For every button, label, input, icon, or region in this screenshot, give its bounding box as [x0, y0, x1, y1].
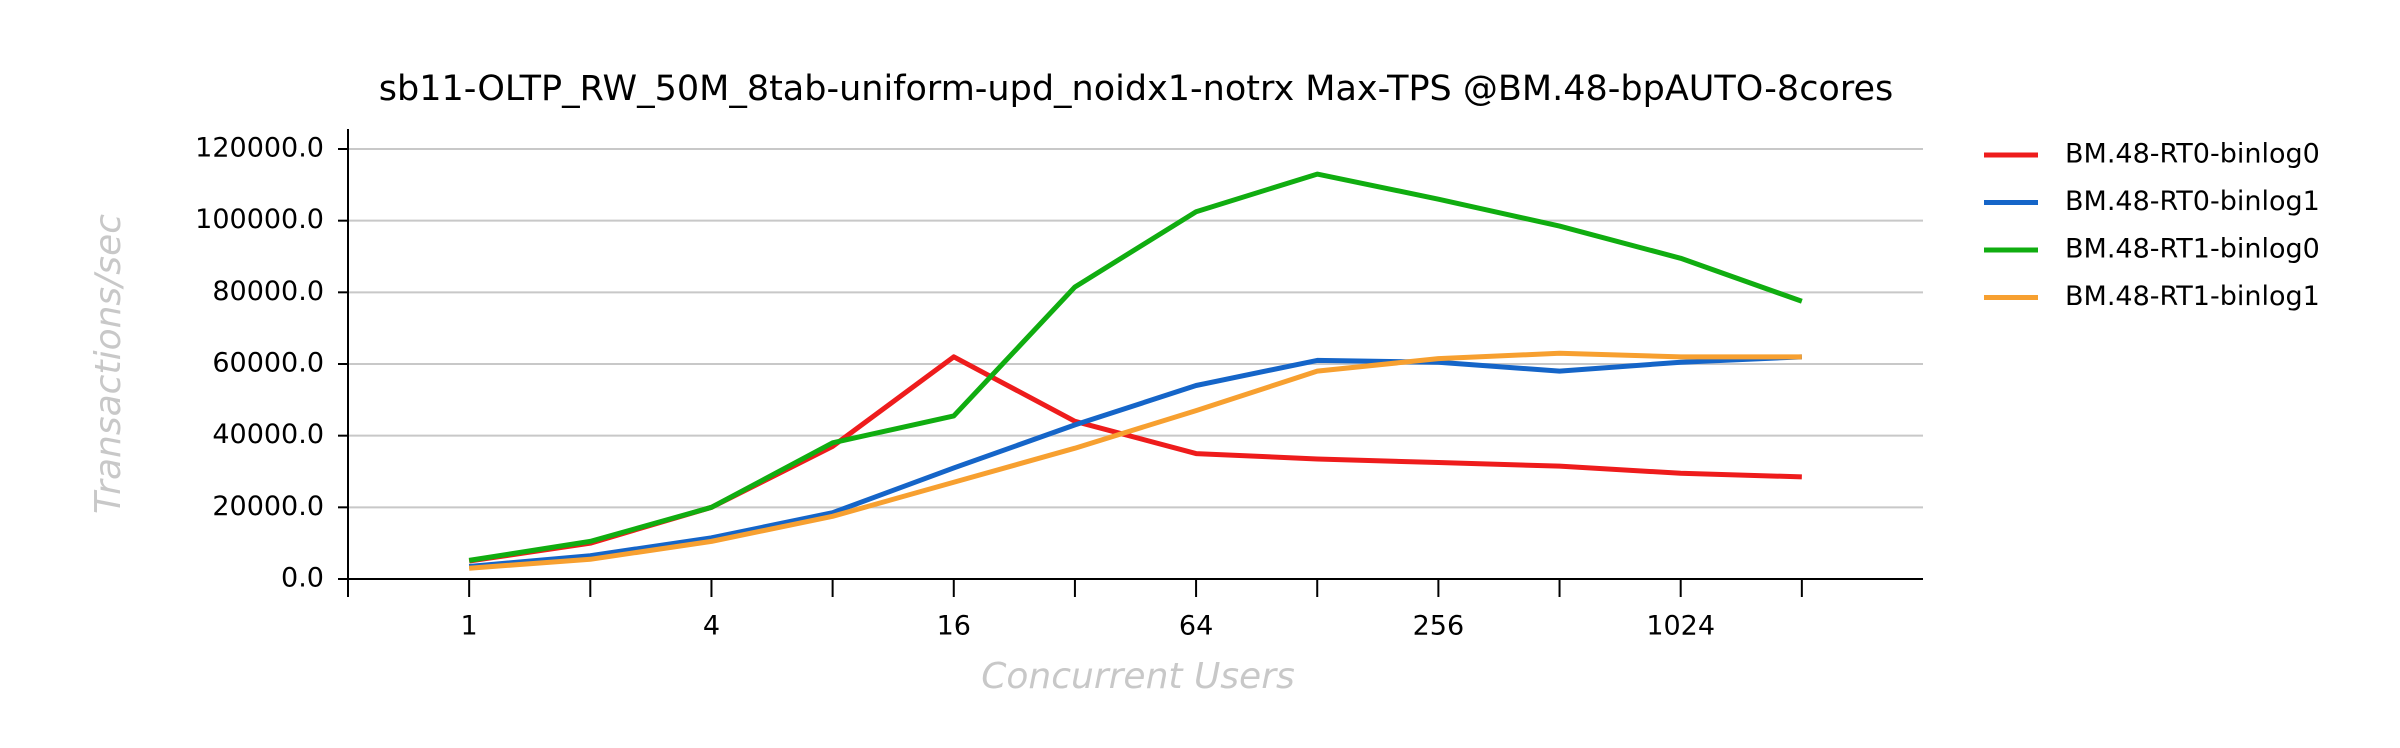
y-tick-label: 100000.0	[195, 204, 324, 235]
series-line	[468, 354, 1802, 564]
x-tick-label: 16	[937, 611, 971, 642]
x-axis-label: Concurrent Users	[981, 656, 1295, 697]
chart-title: sb11-OLTP_RW_50M_8tab-uniform-upd_noidx1…	[379, 69, 1893, 109]
legend-label: BM.48-RT0-binlog0	[2065, 139, 2320, 170]
y-tick-label: 20000.0	[212, 491, 324, 522]
x-tick-label: 1024	[1646, 611, 1715, 642]
series-line	[468, 171, 1803, 563]
y-tick-label: 80000.0	[212, 276, 324, 307]
x-tick-label: 64	[1179, 611, 1213, 642]
y-axis-label: Transactions/sec	[88, 214, 129, 514]
y-tick-label: 120000.0	[195, 133, 324, 164]
series-line	[468, 354, 1802, 569]
legend-label: BM.48-RT0-binlog1	[2065, 186, 2320, 217]
x-tick-label: 1	[461, 611, 478, 642]
series-line	[468, 350, 1802, 571]
y-tick-label: 0.0	[281, 563, 324, 594]
x-tick-label: 256	[1413, 611, 1465, 642]
x-tick-label: 4	[703, 611, 720, 642]
legend-label: BM.48-RT1-binlog1	[2065, 281, 2320, 312]
y-tick-label: 60000.0	[212, 348, 324, 379]
y-tick-label: 40000.0	[212, 419, 324, 450]
legend-label: BM.48-RT1-binlog0	[2065, 234, 2320, 265]
